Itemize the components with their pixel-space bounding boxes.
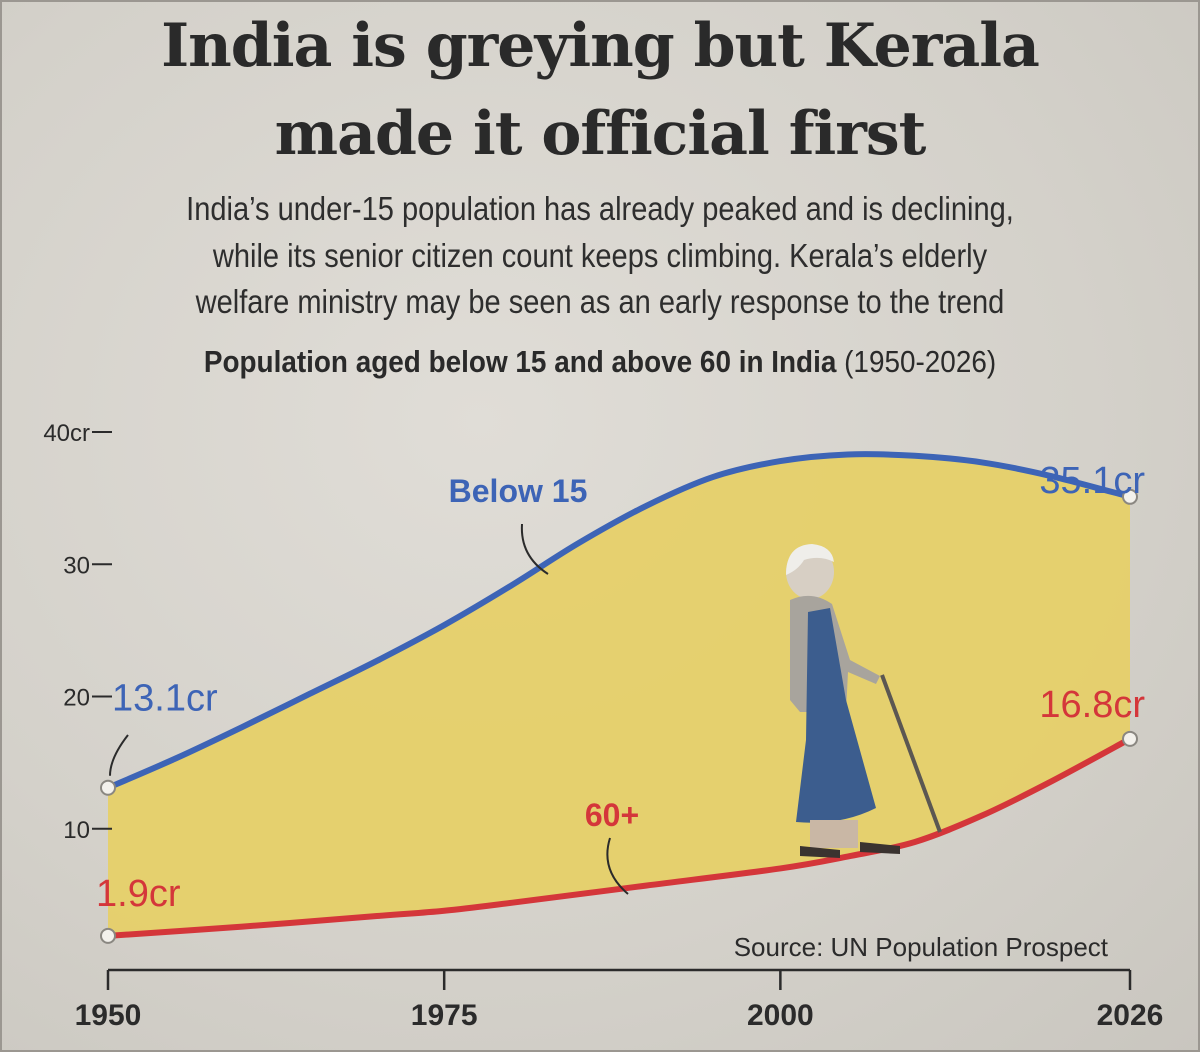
figure-dress (796, 608, 876, 823)
source-note: Source: UN Population Prospect (734, 932, 1109, 962)
label-60-plus-2026: 16.8cr (1039, 684, 1145, 726)
series-label-60-plus: 60+ (585, 797, 639, 833)
label-below-15-1950: 13.1cr (112, 678, 218, 720)
walking-stick (880, 674, 942, 833)
leader-line-13-1cr (109, 734, 129, 776)
x-tick-label-2026: 2026 (1097, 999, 1164, 1032)
leader-line-60-plus (606, 837, 629, 895)
y-tick-label-10: 10 (63, 817, 90, 844)
headline-line-2: made it official first (274, 99, 927, 169)
figure-hair (786, 544, 834, 575)
chart-subtitle-main: Population aged below 15 and above 60 in… (203, 344, 837, 379)
marker-below-15-end (1122, 488, 1138, 505)
headline-line-1: India is greying but Kerala (161, 11, 1040, 81)
series-label-below-15: Below 15 (449, 473, 588, 509)
chart-subtitle: Population aged below 15 and above 60 in… (96, 342, 1104, 382)
label-below-15-2026: 35.1cr (1039, 460, 1145, 502)
y-tick-label-30: 30 (63, 552, 90, 579)
figure-legs (810, 820, 858, 848)
label-60-plus-1950: 1.9cr (96, 873, 181, 915)
elderly-woman-illustration (786, 544, 942, 858)
dek-line-1: India’s under-15 population has already … (186, 190, 1014, 227)
series-line-below-15 (105, 451, 1133, 791)
x-tick-label-2000: 2000 (747, 999, 814, 1032)
marker-60-plus-start (100, 927, 116, 944)
chart-subtitle-range: (1950-2026) (844, 344, 997, 379)
x-tick-label-1950: 1950 (75, 999, 142, 1032)
figure-shoes (800, 842, 900, 858)
y-tick-label-40: 40cr (43, 420, 90, 447)
x-tick-label-1975: 1975 (411, 999, 478, 1032)
y-tick-label-20: 20 (63, 685, 90, 712)
dek-line-3: welfare ministry may be seen as an early… (195, 283, 1005, 320)
leader-line-below-15 (520, 523, 549, 575)
series-line-60-plus (105, 735, 1133, 939)
marker-below-15-start (100, 779, 116, 796)
dek-line-2: while its senior citizen count keeps cli… (212, 237, 988, 274)
area-fill-between-series (108, 454, 1130, 936)
marker-60-plus-end (1122, 730, 1138, 747)
